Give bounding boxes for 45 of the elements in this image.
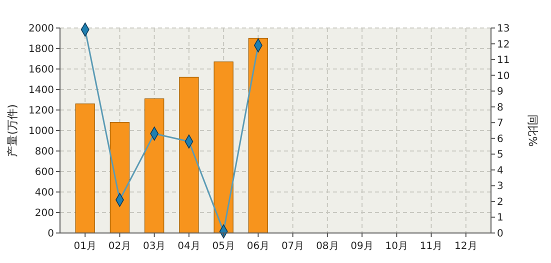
- x-tick-label: 10月: [385, 241, 408, 252]
- y2-tick-label: 8: [497, 102, 504, 114]
- x-tick-label: 01月: [74, 241, 96, 252]
- y-tick-label: 1800: [28, 44, 54, 55]
- bar: [214, 62, 234, 234]
- x-tick-label: 09月: [350, 241, 374, 252]
- x-tick-label: 03月: [142, 241, 166, 252]
- y-tick-label: 400: [34, 188, 54, 198]
- y2-tick-label: 6: [497, 134, 504, 145]
- x-tick-label: 07月: [281, 241, 304, 252]
- y2-tick-label: 3: [497, 181, 504, 192]
- x-tick-label: 08月: [316, 241, 339, 252]
- bar: [75, 104, 95, 234]
- x-tick-label: 11月: [420, 241, 443, 252]
- y2-tick-label: 4: [497, 165, 504, 176]
- y-tick-label: 600: [34, 167, 54, 178]
- x-tick-label: 06月: [246, 241, 270, 252]
- y2-tick-label: 5: [497, 150, 504, 161]
- x-tick-label: 02月: [108, 241, 132, 252]
- y2-tick-label: 9: [497, 86, 504, 98]
- y-tick-label: 1600: [28, 64, 54, 76]
- y2-axis-title: 同比%: [526, 114, 539, 147]
- y-tick-label: 1000: [28, 126, 54, 137]
- bar: [179, 76, 199, 234]
- bar: [248, 38, 268, 234]
- y-tick-label: 1200: [28, 106, 54, 116]
- x-tick-label: 05月: [212, 241, 235, 252]
- bar: [110, 122, 130, 234]
- y2-tick-label: 12: [497, 39, 510, 50]
- y-tick-label: 2000: [28, 24, 54, 34]
- y-tick-label: 1400: [28, 85, 54, 96]
- y-axis-title: 产量(万件): [6, 104, 19, 157]
- y2-tick-label: 2: [497, 196, 504, 208]
- y-tick-label: 0: [48, 228, 54, 240]
- x-tick-label: 04月: [178, 241, 200, 252]
- y2-tick-label: 1: [497, 212, 504, 224]
- y-tick-label: 800: [34, 146, 54, 158]
- y2-tick-label: 7: [497, 118, 504, 130]
- x-tick-label: 12月: [454, 241, 478, 252]
- y2-tick-label: 11: [497, 55, 510, 66]
- y-tick-label: 200: [34, 208, 54, 219]
- y2-tick-label: 0: [497, 228, 504, 240]
- y2-tick-label: 10: [497, 70, 510, 82]
- bar: [144, 98, 164, 234]
- y2-tick-label: 13: [497, 24, 510, 34]
